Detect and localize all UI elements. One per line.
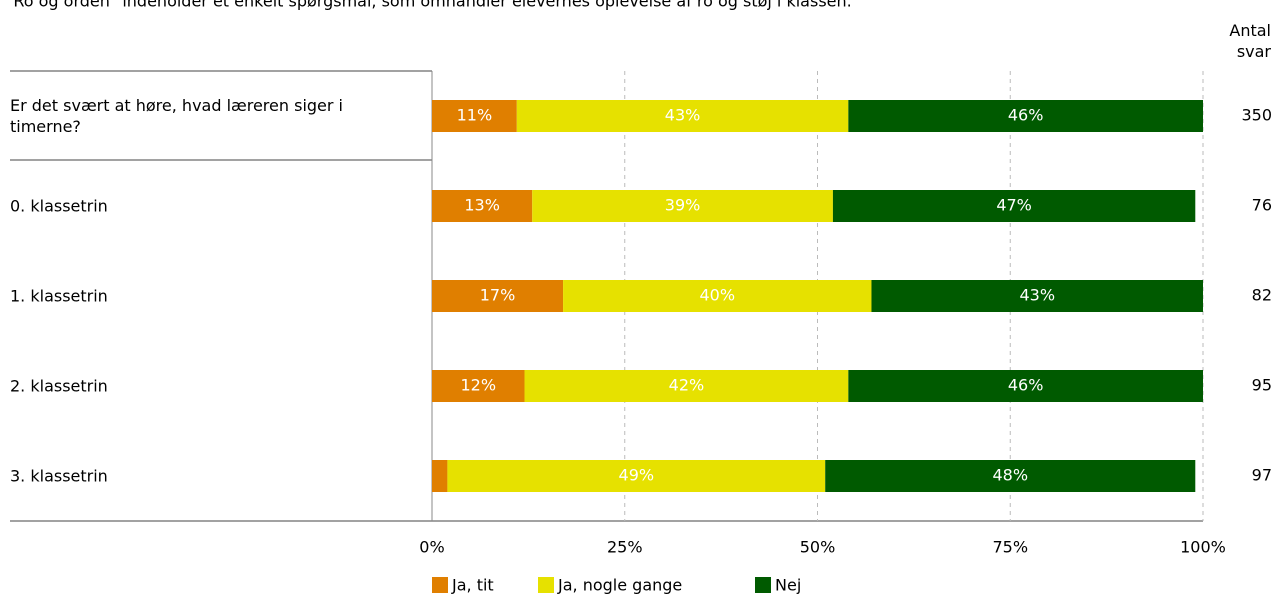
count-label: 95 (1252, 376, 1272, 395)
value-label: 11% (457, 106, 493, 125)
y-category-label: 3. klassetrin (10, 466, 108, 486)
x-tick-label: 0% (419, 538, 444, 557)
y-category-label: 0. klassetrin (10, 196, 108, 216)
bar-segment (432, 460, 448, 492)
count-label: 82 (1252, 286, 1272, 305)
value-label: 46% (1008, 106, 1044, 125)
legend-label: Nej (775, 576, 801, 595)
value-label: 43% (665, 106, 701, 125)
bar-segment (447, 460, 826, 492)
value-label: 43% (1019, 286, 1055, 305)
legend-swatch (538, 577, 554, 593)
legend-swatch (755, 577, 771, 593)
count-label: 350 (1241, 106, 1272, 125)
count-label: 76 (1252, 196, 1272, 215)
value-label: 48% (992, 466, 1028, 485)
value-label: 39% (665, 196, 701, 215)
x-tick-label: 25% (607, 538, 643, 557)
value-label: 46% (1008, 376, 1044, 395)
bar-segment (825, 460, 1196, 492)
bar-segment (524, 370, 849, 402)
legend-swatch (432, 577, 448, 593)
y-category-label: 2. klassetrin (10, 376, 108, 396)
count-label: 97 (1252, 466, 1272, 485)
x-tick-label: 100% (1180, 538, 1226, 557)
value-label: 13% (464, 196, 500, 215)
bar-segment (871, 280, 1203, 312)
value-label: 40% (699, 286, 735, 305)
bar-segment (848, 100, 1203, 132)
bar-segment (516, 100, 849, 132)
x-tick-label: 50% (800, 538, 836, 557)
x-tick-label: 75% (992, 538, 1028, 557)
chart-title: "Ro og orden" indeholder et enkelt spørg… (6, 0, 852, 11)
bar-segment (432, 100, 517, 132)
value-label: 12% (460, 376, 496, 395)
bar-segment (432, 190, 533, 222)
legend-label: Ja, tit (451, 576, 494, 595)
bar-segment (432, 370, 525, 402)
y-category-label: Er det svært at høre, hvad læreren siger… (10, 96, 343, 136)
bar-segment (432, 280, 564, 312)
bar-segment (848, 370, 1203, 402)
value-label: 47% (996, 196, 1032, 215)
bar-segment (832, 190, 1196, 222)
y-category-label: 1. klassetrin (10, 286, 108, 306)
count-header: Antal svar (1229, 21, 1271, 61)
bar-segment (532, 190, 833, 222)
bar-segment (563, 280, 872, 312)
value-label: 49% (619, 466, 655, 485)
value-label: 17% (480, 286, 516, 305)
legend-label: Ja, nogle gange (557, 576, 682, 595)
value-label: 42% (669, 376, 705, 395)
